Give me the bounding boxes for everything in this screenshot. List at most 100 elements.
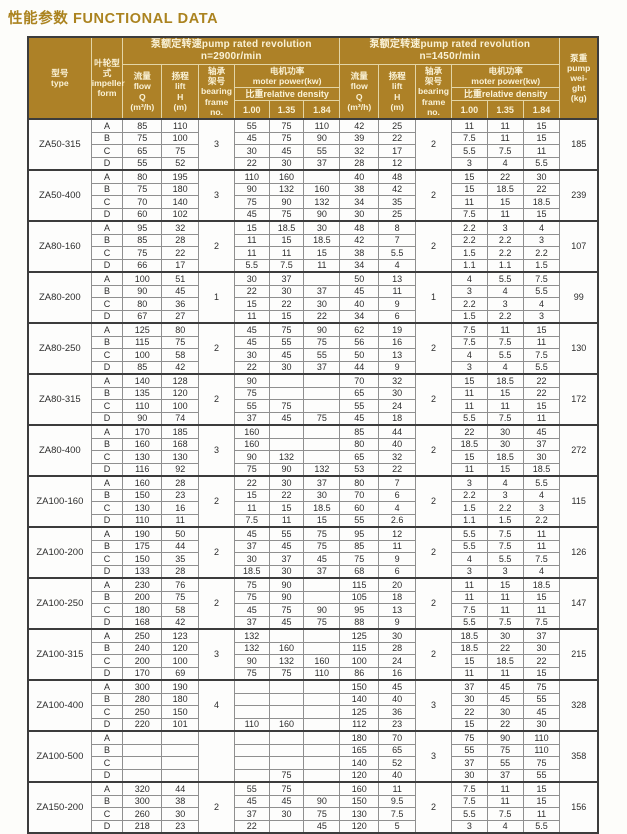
- lift-1450-cell: 45: [378, 679, 417, 694]
- table-row: ZA80-315 A 140 128 2 90 70 32 2 15 18.5 22 172: [27, 373, 599, 426]
- flow-2900-cell: 85: [122, 118, 163, 133]
- power-1450-cell-1.84: 30: [522, 642, 561, 656]
- lift-2900-cell: 123: [161, 628, 200, 643]
- flow-2900-cell: 75: [122, 246, 163, 260]
- power-1450-cell-1.35: 22: [486, 169, 524, 184]
- power-2900-cell-1.00: 75: [233, 195, 270, 209]
- power-2900-cell-1.35: [268, 730, 305, 745]
- power-1450-cell-1.00: 30: [450, 693, 488, 707]
- lift-1450-cell: 32: [378, 373, 417, 388]
- power-2900-cell-1.00: 90: [233, 183, 270, 197]
- power-2900-cell-1.00: 75: [233, 591, 270, 605]
- pump-table-body: ZA50-315 A 85 110 3 55 75 110 42 25 2 11 11 15 185 B 75 1…: [27, 118, 599, 834]
- power-2900-cell-1.35: 90: [268, 591, 305, 605]
- flow-1450-cell: 53: [339, 462, 380, 477]
- power-2900-cell-1.35: 37: [268, 271, 305, 286]
- lift-2900-cell: 69: [161, 666, 200, 681]
- power-1450-cell-1.35: 11: [486, 781, 524, 796]
- power-2900-cell-1.84: [303, 717, 341, 732]
- impeller-form-cell: B: [90, 438, 124, 452]
- bearing-frame-2900-cell: 2: [198, 220, 235, 273]
- lift-2900-cell: 51: [161, 271, 200, 286]
- lift-2900-cell: 180: [161, 183, 200, 197]
- model-type-cell: ZA100-500: [27, 730, 92, 783]
- power-1450-cell-1.84: 30: [522, 450, 561, 464]
- lift-2900-cell: 92: [161, 462, 200, 477]
- col-header-bearing-frame-2900: 轴承 架号 bearing frame no.: [198, 63, 235, 120]
- flow-2900-cell: 100: [122, 271, 163, 286]
- power-1450-cell-1.35: 4: [486, 360, 524, 375]
- power-2900-cell-1.35: 45: [268, 144, 305, 158]
- power-2900-cell-1.35: 160: [268, 169, 305, 184]
- power-1450-cell-1.84: 2.2: [522, 246, 561, 260]
- bearing-frame-2900-cell: 3: [198, 628, 235, 681]
- lift-1450-cell: 40: [378, 438, 417, 452]
- group-header-1450rpm: 泵额定转速pump rated revolution n=1450r/min: [339, 36, 561, 65]
- lift-2900-cell: 58: [161, 603, 200, 617]
- power-2900-cell-1.35: 75: [268, 603, 305, 617]
- power-2900-cell-1.35: [268, 373, 305, 388]
- lift-2900-cell: 17: [161, 258, 200, 273]
- power-2900-cell-1.00: 30: [233, 348, 270, 362]
- lift-2900-cell: 27: [161, 309, 200, 324]
- power-2900-cell-1.84: 75: [303, 336, 341, 350]
- power-2900-cell-1.00: 75: [233, 462, 270, 477]
- lift-2900-cell: 50: [161, 526, 200, 541]
- power-1450-cell-1.35: 5.5: [486, 552, 524, 566]
- power-2900-cell-1.00: 160: [233, 438, 270, 452]
- flow-1450-cell: 65: [339, 387, 380, 401]
- lift-1450-cell: 11: [378, 540, 417, 554]
- flow-2900-cell: 75: [122, 183, 163, 197]
- impeller-form-cell: C: [90, 450, 124, 464]
- lift-2900-cell: 120: [161, 387, 200, 401]
- flow-1450-cell: 125: [339, 628, 380, 643]
- power-1450-cell-1.84: 15: [522, 399, 561, 413]
- power-1450-cell-1.84: 4: [522, 489, 561, 503]
- power-2900-cell-1.84: [303, 679, 341, 694]
- flow-2900-cell: 168: [122, 615, 163, 630]
- bearing-frame-1450-cell: 2: [415, 781, 452, 834]
- lift-2900-cell: 168: [161, 438, 200, 452]
- power-2900-cell-1.84: 55: [303, 144, 341, 158]
- power-2900-cell-1.35: 30: [268, 360, 305, 375]
- power-2900-cell-1.35: [268, 424, 305, 439]
- flow-1450-cell: 55: [339, 513, 380, 528]
- table-row: C 110 100 55 75 55 24 11 11 15: [28, 399, 598, 413]
- model-type-cell: ZA100-315: [27, 628, 92, 681]
- power-2900-cell-1.00: 22: [233, 819, 270, 834]
- lift-2900-cell: 100: [161, 654, 200, 668]
- pump-weight-cell: 328: [559, 679, 599, 732]
- flow-2900-cell: 116: [122, 462, 163, 477]
- power-1450-cell-1.00: 11: [450, 399, 488, 413]
- flow-2900-cell: 80: [122, 297, 163, 311]
- table-row: B 160 168 160 80 40 18.5 30 37: [28, 438, 598, 452]
- table-header: 型号 type 叶轮型式 impeller form 泵额定转速pump rat…: [27, 36, 599, 121]
- flow-1450-cell: 39: [339, 132, 380, 146]
- bearing-frame-2900-cell: [198, 730, 235, 783]
- lift-1450-cell: 17: [378, 144, 417, 158]
- power-1450-cell-1.00: 75: [450, 730, 488, 745]
- flow-1450-cell: 42: [339, 118, 380, 133]
- power-1450-cell-1.00: 7.5: [450, 132, 488, 146]
- power-1450-cell-1.35: 30: [486, 628, 524, 643]
- power-1450-cell-1.35: 5.5: [486, 271, 524, 286]
- flow-1450-cell: 88: [339, 615, 380, 630]
- flow-2900-cell: 80: [122, 169, 163, 184]
- flow-2900-cell: 300: [122, 795, 163, 809]
- power-2900-cell-1.84: 75: [303, 526, 341, 541]
- lift-1450-cell: 44: [378, 424, 417, 439]
- model-type-cell: ZA80-400: [27, 424, 92, 477]
- lift-1450-cell: 24: [378, 399, 417, 413]
- power-2900-cell-1.00: [233, 730, 270, 745]
- table-row: ZA50-315 A 85 110 3 55 75 110 42 25 2 11 11 15 185: [27, 118, 599, 171]
- flow-2900-cell: 135: [122, 387, 163, 401]
- bearing-frame-1450-cell: 2: [415, 577, 452, 630]
- lift-1450-cell: 4: [378, 501, 417, 515]
- power-1450-cell-1.84: 11: [522, 807, 561, 821]
- impeller-form-cell: C: [90, 348, 124, 362]
- power-1450-cell-1.00: 3: [450, 156, 488, 171]
- power-1450-cell-1.35: 7.5: [486, 336, 524, 350]
- power-1450-cell-1.84: 37: [522, 628, 561, 643]
- power-2900-cell-1.84: [303, 271, 341, 286]
- flow-2900-cell: 100: [122, 348, 163, 362]
